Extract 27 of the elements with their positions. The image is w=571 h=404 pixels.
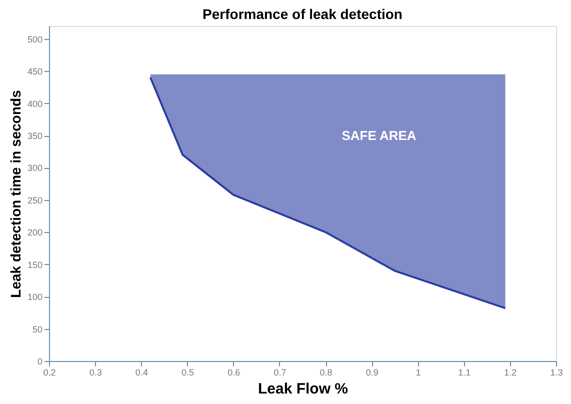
y-tick-label: 50 — [32, 324, 42, 334]
y-tick-label: 100 — [27, 292, 42, 302]
y-tick-label: 0 — [37, 356, 42, 366]
y-axis-title: Leak detection time in seconds — [7, 90, 24, 298]
y-tick-label: 150 — [27, 260, 42, 270]
x-tick-label: 1 — [416, 368, 421, 378]
x-tick-label: 0.8 — [320, 368, 332, 378]
y-tick-label: 200 — [27, 228, 42, 238]
y-tick-label: 350 — [27, 131, 42, 142]
x-tick-label: 1.1 — [458, 368, 471, 378]
x-tick-label: 0.3 — [89, 368, 102, 378]
annotation: SAFE AREA — [342, 128, 417, 143]
y-tick-label: 500 — [27, 34, 42, 44]
x-tick-label: 0.4 — [135, 368, 148, 378]
x-tick-label: 0.2 — [43, 368, 56, 378]
x-tick-label: 0.6 — [228, 368, 240, 378]
x-tick-label: 0.5 — [182, 368, 194, 378]
x-tick-label: 0.9 — [366, 368, 378, 378]
y-tick-label: 400 — [27, 98, 42, 109]
y-tick-label: 450 — [27, 66, 42, 77]
y-tick-label: 250 — [27, 195, 42, 206]
x-axis-title: Leak Flow % — [258, 380, 348, 398]
x-tick-label: 0.7 — [274, 368, 286, 378]
chart-title: Performance of leak detection — [202, 6, 402, 22]
y-tick-label: 300 — [27, 163, 42, 174]
x-tick-label: 1.3 — [550, 368, 563, 378]
x-tick-label: 1.2 — [504, 368, 517, 378]
